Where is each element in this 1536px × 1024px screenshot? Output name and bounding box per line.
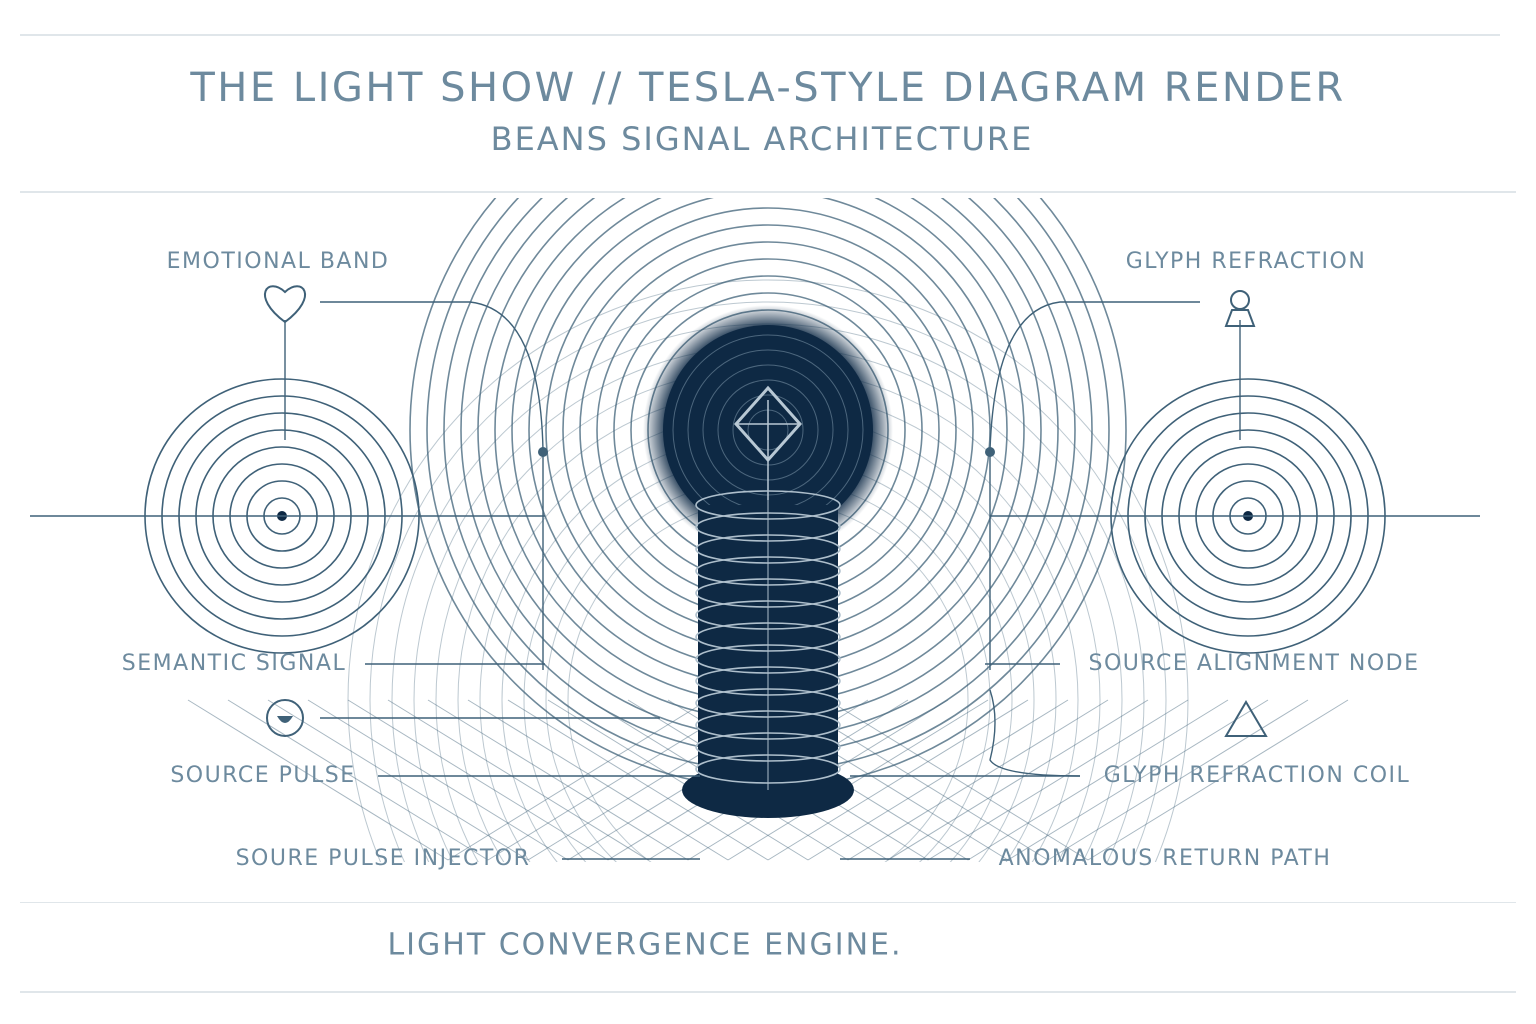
connector: [320, 301, 544, 670]
grid: [547, 699, 809, 861]
footer: LIGHT CONVERGENCE ENGINE.: [387, 928, 902, 963]
node: [985, 447, 995, 457]
heart-icon: [263, 285, 307, 324]
connector: [989, 689, 1081, 777]
label: SOURCE ALIGNMENT NODE: [1088, 651, 1419, 676]
grid: [267, 699, 529, 861]
subtitle: BEANS SIGNAL ARCHITECTURE: [491, 120, 1034, 158]
grid: [387, 699, 649, 861]
grid: [467, 699, 729, 861]
decoration: [0, 34, 1536, 993]
label: GLYPH REFRACTION COIL: [1104, 763, 1411, 788]
grid-mask: [0, 862, 1536, 902]
grid: [767, 699, 1029, 861]
label: EMOTIONAL BAND: [167, 249, 390, 274]
grid: [227, 699, 489, 861]
label: GLYPH REFRACTION: [1126, 249, 1367, 274]
pulse-icon: [266, 699, 304, 737]
label: SOURCE PULSE: [170, 763, 355, 788]
grid: [307, 699, 569, 861]
grid: [347, 699, 609, 861]
grid: [827, 699, 1089, 861]
grid: [1087, 699, 1349, 861]
grid: [447, 699, 709, 861]
node: [538, 447, 548, 457]
grid: [427, 699, 689, 861]
wave: [347, 279, 1189, 898]
label: SEMANTIC SIGNAL: [122, 651, 346, 676]
label: ANOMALOUS RETURN PATH: [999, 846, 1332, 871]
connector: [989, 301, 1200, 670]
grid: [807, 699, 1069, 861]
wave: [369, 301, 1167, 898]
glyph-icon: [1230, 290, 1250, 310]
grid: [927, 699, 1189, 861]
grid: [847, 699, 1109, 861]
grid: [1047, 699, 1309, 861]
label: SOURE PULSE INJECTOR: [236, 846, 531, 871]
title: THE LIGHT SHOW // TESLA-STYLE DIAGRAM RE…: [189, 65, 1345, 111]
grid: [967, 699, 1229, 861]
grid: [1007, 699, 1269, 861]
pulse-icon: [277, 716, 293, 723]
grid: [887, 699, 1149, 861]
grid: [507, 699, 769, 861]
grid: [187, 699, 449, 861]
grid: [727, 699, 989, 861]
glyph-icon: [1224, 309, 1256, 327]
warning-icon: [1224, 700, 1268, 737]
